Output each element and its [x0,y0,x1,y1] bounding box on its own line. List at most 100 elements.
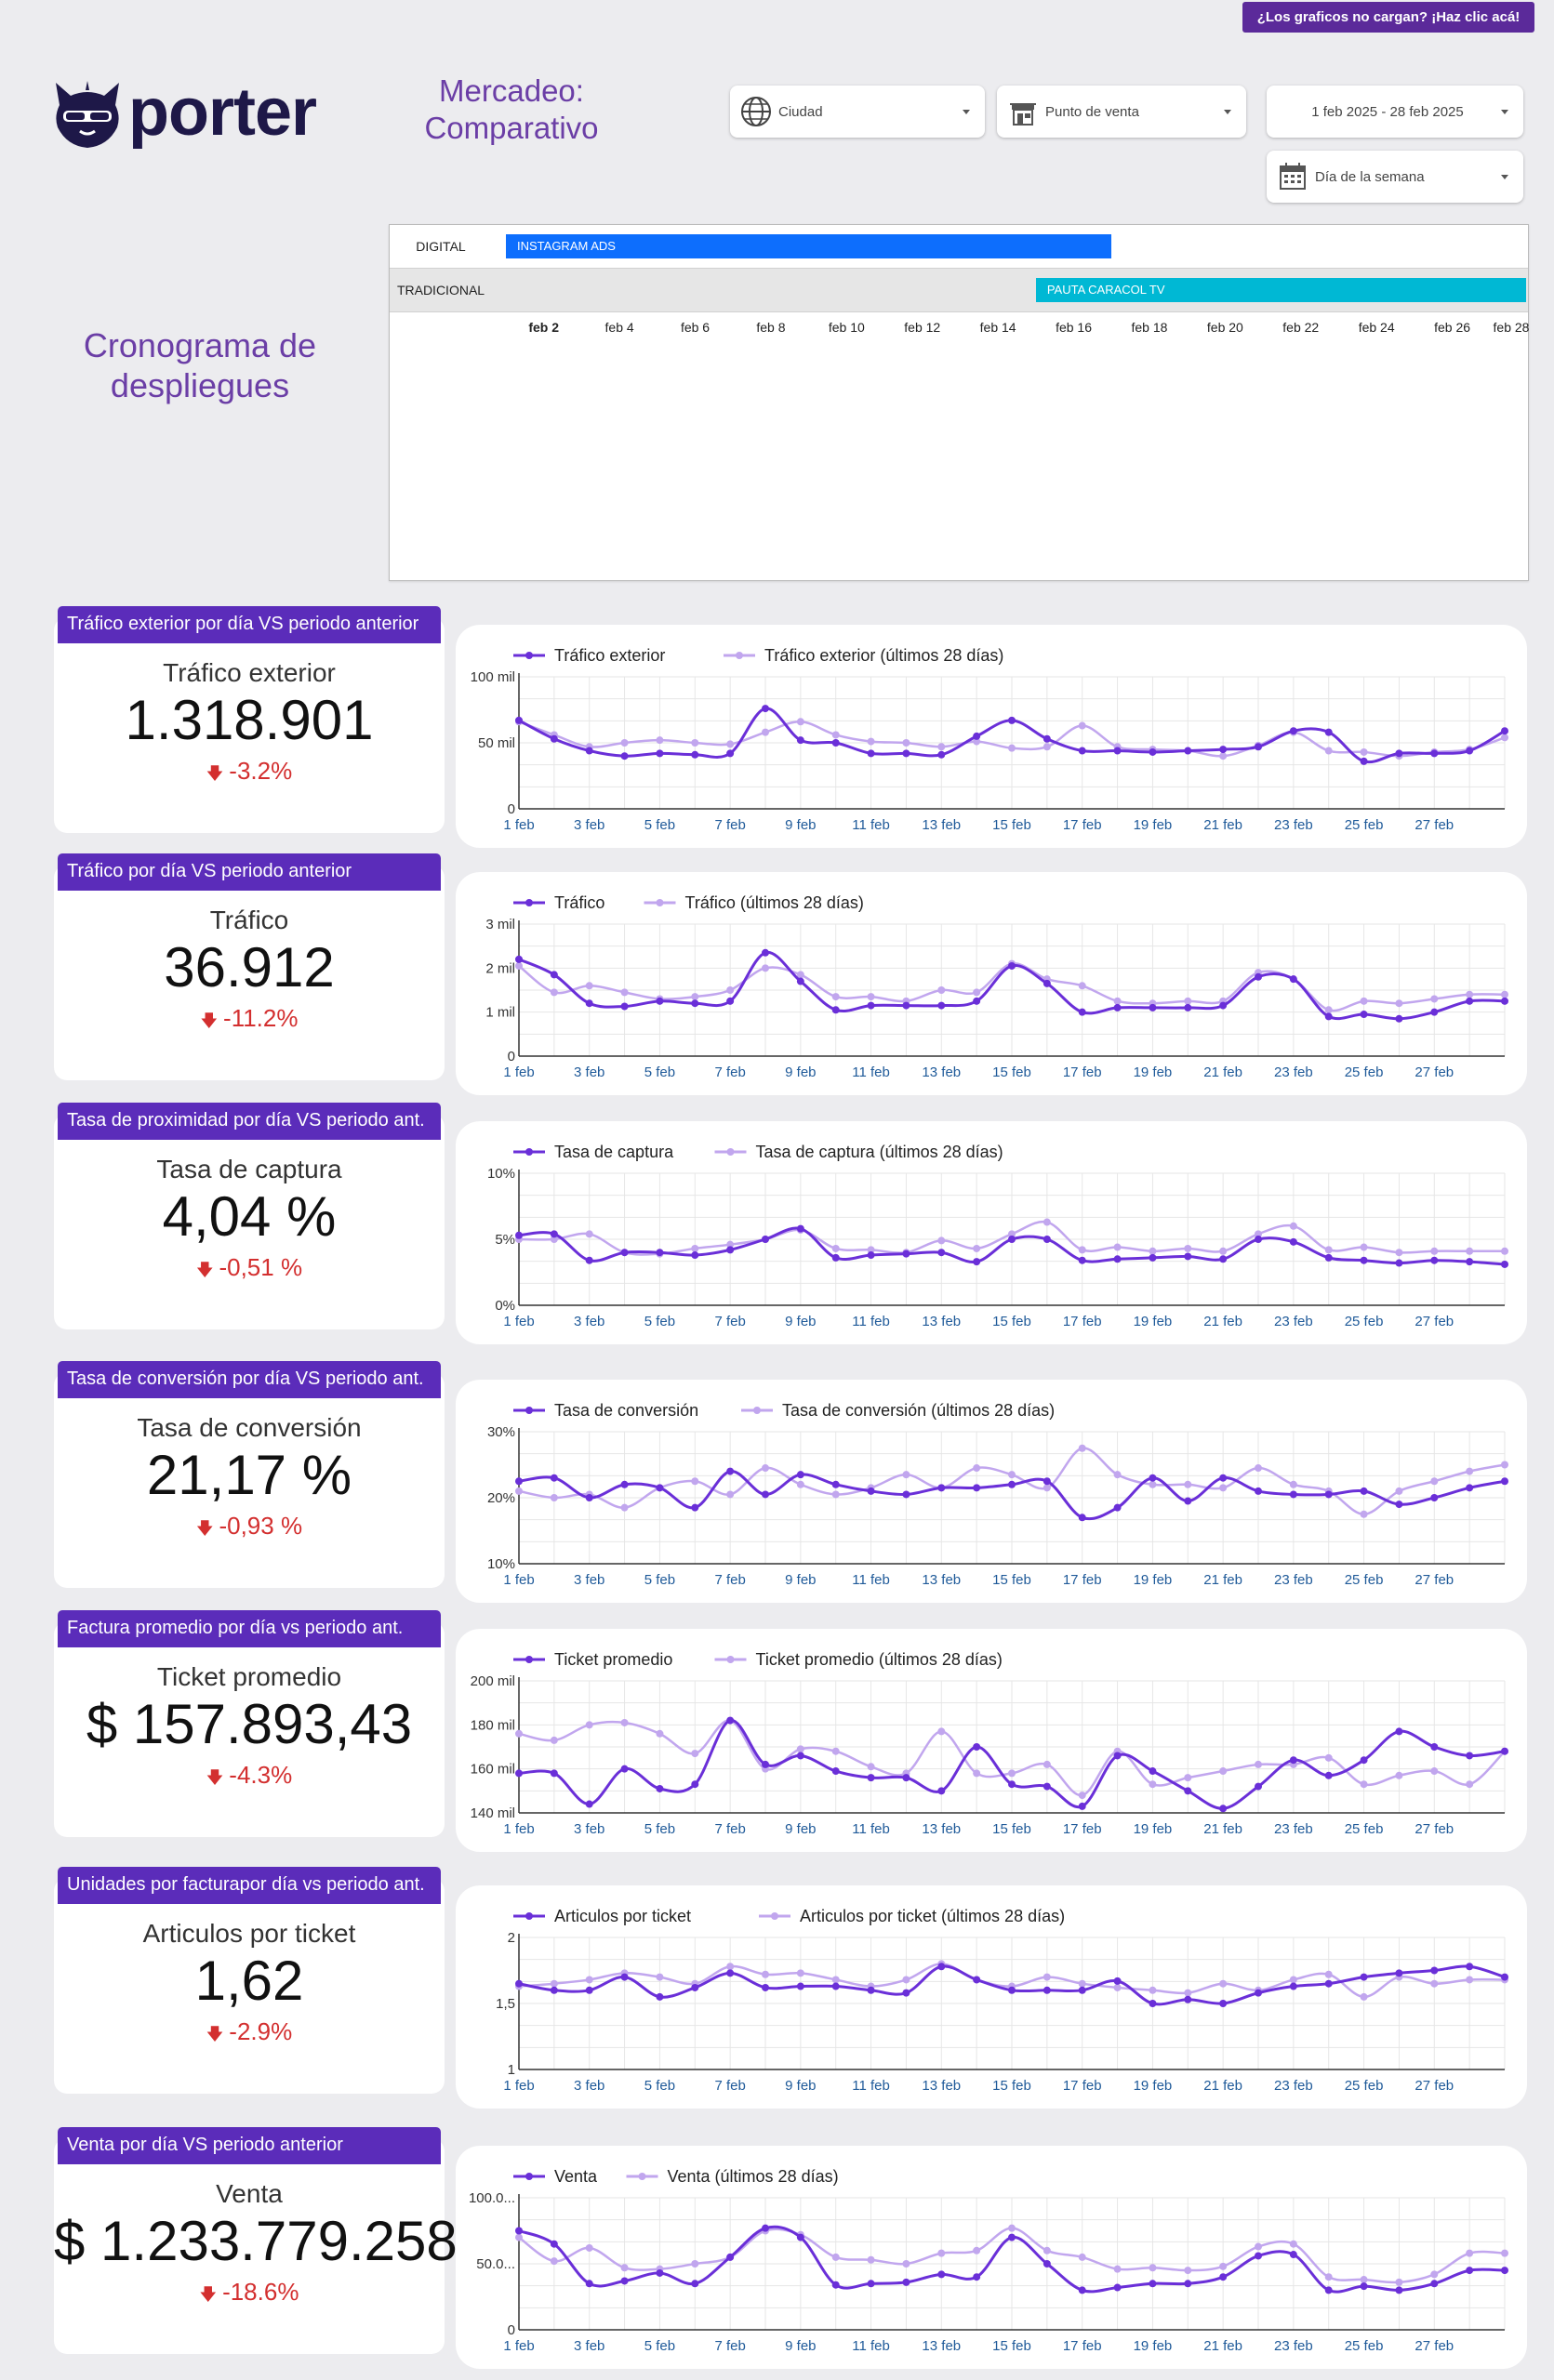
data-point-previous [550,2257,558,2266]
x-tick-label: 11 feb [852,1572,890,1588]
data-point-previous [1149,1986,1157,1994]
data-point-current [762,1983,769,1991]
data-point-current [1043,1782,1051,1791]
data-point-previous [1289,1976,1297,1984]
kpi-header: Factura promedio por día vs periodo ant. [58,1610,441,1647]
x-tick-label: 7 feb [714,817,745,833]
data-point-previous [831,1244,840,1252]
x-tick-label: 7 feb [714,1064,745,1080]
data-point-previous [973,2246,981,2254]
data-point-current [902,2278,910,2286]
x-tick-label: 1 feb [503,1064,534,1080]
data-point-previous [1255,1230,1262,1238]
x-tick-label: 13 feb [922,2338,961,2354]
arrow-down-icon: 🡇 [195,1519,214,1538]
data-point-current [937,2270,946,2279]
data-point-previous [1113,1983,1122,1991]
data-point-previous [973,1464,981,1473]
x-tick-label: 17 feb [1063,2338,1102,2354]
kpi-card: Tráfico por día VS periodo anterior Tráfi… [54,853,445,1080]
data-point-current [1113,2283,1122,2292]
gantt-bar[interactable]: PAUTA CARACOL TV [1035,278,1526,302]
kpi-label: Venta [216,2179,283,2208]
cronograma-title-line1: Cronograma de [83,326,317,364]
data-point-previous [1324,1753,1333,1762]
x-tick-label: 17 feb [1063,1572,1102,1588]
x-tick-label: 11 feb [852,2338,890,2354]
x-tick-label: 3 feb [574,1064,604,1080]
data-point-current [620,1480,629,1488]
punto-venta-filter[interactable]: Punto de venta [997,86,1246,138]
x-tick-label: 23 feb [1274,1821,1313,1837]
data-point-previous [1324,1970,1333,1978]
gantt-bar[interactable]: INSTAGRAM ADS [506,234,1112,258]
arrow-down-icon: 🡇 [195,1261,214,1279]
date-range-filter[interactable]: 1 feb 2025 - 28 feb 2025 [1267,86,1523,138]
data-point-current [515,1979,523,1988]
y-tick-label: 140 mil [471,1805,515,1821]
dia-semana-filter-label: Día de la semana [1315,168,1425,185]
data-point-previous [1043,2246,1051,2254]
data-point-current [585,999,593,1008]
gantt-row: DIGITAL INSTAGRAM ADS [390,225,1528,269]
legend-label: Tasa de conversión [554,1401,698,1420]
data-point-previous [515,961,523,970]
data-point-previous [1324,1246,1333,1254]
y-tick-label: 50 mil [478,735,515,751]
legend-marker [753,1407,761,1414]
x-tick-label: 1 feb [503,1572,534,1588]
data-point-current [550,1769,558,1778]
data-point-current [937,750,946,759]
data-point-current [1324,728,1333,736]
data-point-previous [1184,2267,1192,2275]
data-point-previous [726,1490,735,1499]
legend-marker [525,899,533,906]
data-point-current [973,1976,981,1984]
x-tick-label: 19 feb [1134,1572,1173,1588]
x-tick-label: 25 feb [1345,1821,1384,1837]
data-point-current [656,1484,664,1492]
data-point-current [1113,1255,1122,1263]
x-tick-label: 15 feb [992,817,1031,833]
legend-label: Articulos por ticket (últimos 28 días) [800,1907,1065,1925]
data-point-current [1324,1490,1333,1499]
kpi-label: Tráfico exterior [163,658,336,687]
ciudad-filter[interactable]: Ciudad [730,86,985,138]
data-point-current [1255,1487,1262,1495]
data-point-current [1324,1253,1333,1262]
data-point-current [1289,2251,1297,2259]
data-point-previous [1255,2242,1262,2251]
x-tick-label: 17 feb [1063,817,1102,833]
data-point-current [1395,2286,1403,2294]
data-point-current [1043,1477,1051,1486]
x-tick-label: 9 feb [785,1314,816,1329]
legend-label: Tasa de conversión (últimos 28 días) [782,1401,1055,1420]
x-tick-label: 5 feb [644,1821,675,1837]
data-point-current [1360,1256,1368,1264]
data-point-current [831,1982,840,1990]
dia-semana-filter[interactable]: Día de la semana [1267,151,1523,203]
data-point-current [1430,1966,1439,1975]
data-point-current [1360,1487,1368,1495]
chevron-down-icon [1224,109,1231,114]
data-point-previous [762,1970,769,1978]
x-tick-label: 7 feb [714,1314,745,1329]
data-point-previous [1078,1246,1086,1254]
data-point-previous [1501,1247,1508,1255]
x-tick-label: 1 feb [503,817,534,833]
data-point-current [585,1256,593,1264]
data-point-current [1149,1253,1157,1262]
line-chart-svg: Tráfico Tráfico (últimos 28 días) 0 1 mil 2 … [485,893,1508,1080]
data-point-previous [937,986,946,994]
data-point-previous [1324,2273,1333,2281]
data-point-previous [1289,1480,1297,1488]
kpi-value: 4,04 % [162,1185,337,1248]
data-point-previous [1078,2253,1086,2261]
kpi-value: 36.912 [164,936,335,998]
y-tick-label: 10% [487,1556,515,1572]
data-point-current [1113,1503,1122,1512]
punto-venta-filter-label: Punto de venta [1045,103,1139,120]
data-point-previous [1078,1792,1086,1800]
gantt-tick-label: feb 26 [1434,320,1471,335]
charts-help-banner[interactable]: ¿Los graficos no cargan? ¡Haz clic acá! [1242,2,1534,33]
